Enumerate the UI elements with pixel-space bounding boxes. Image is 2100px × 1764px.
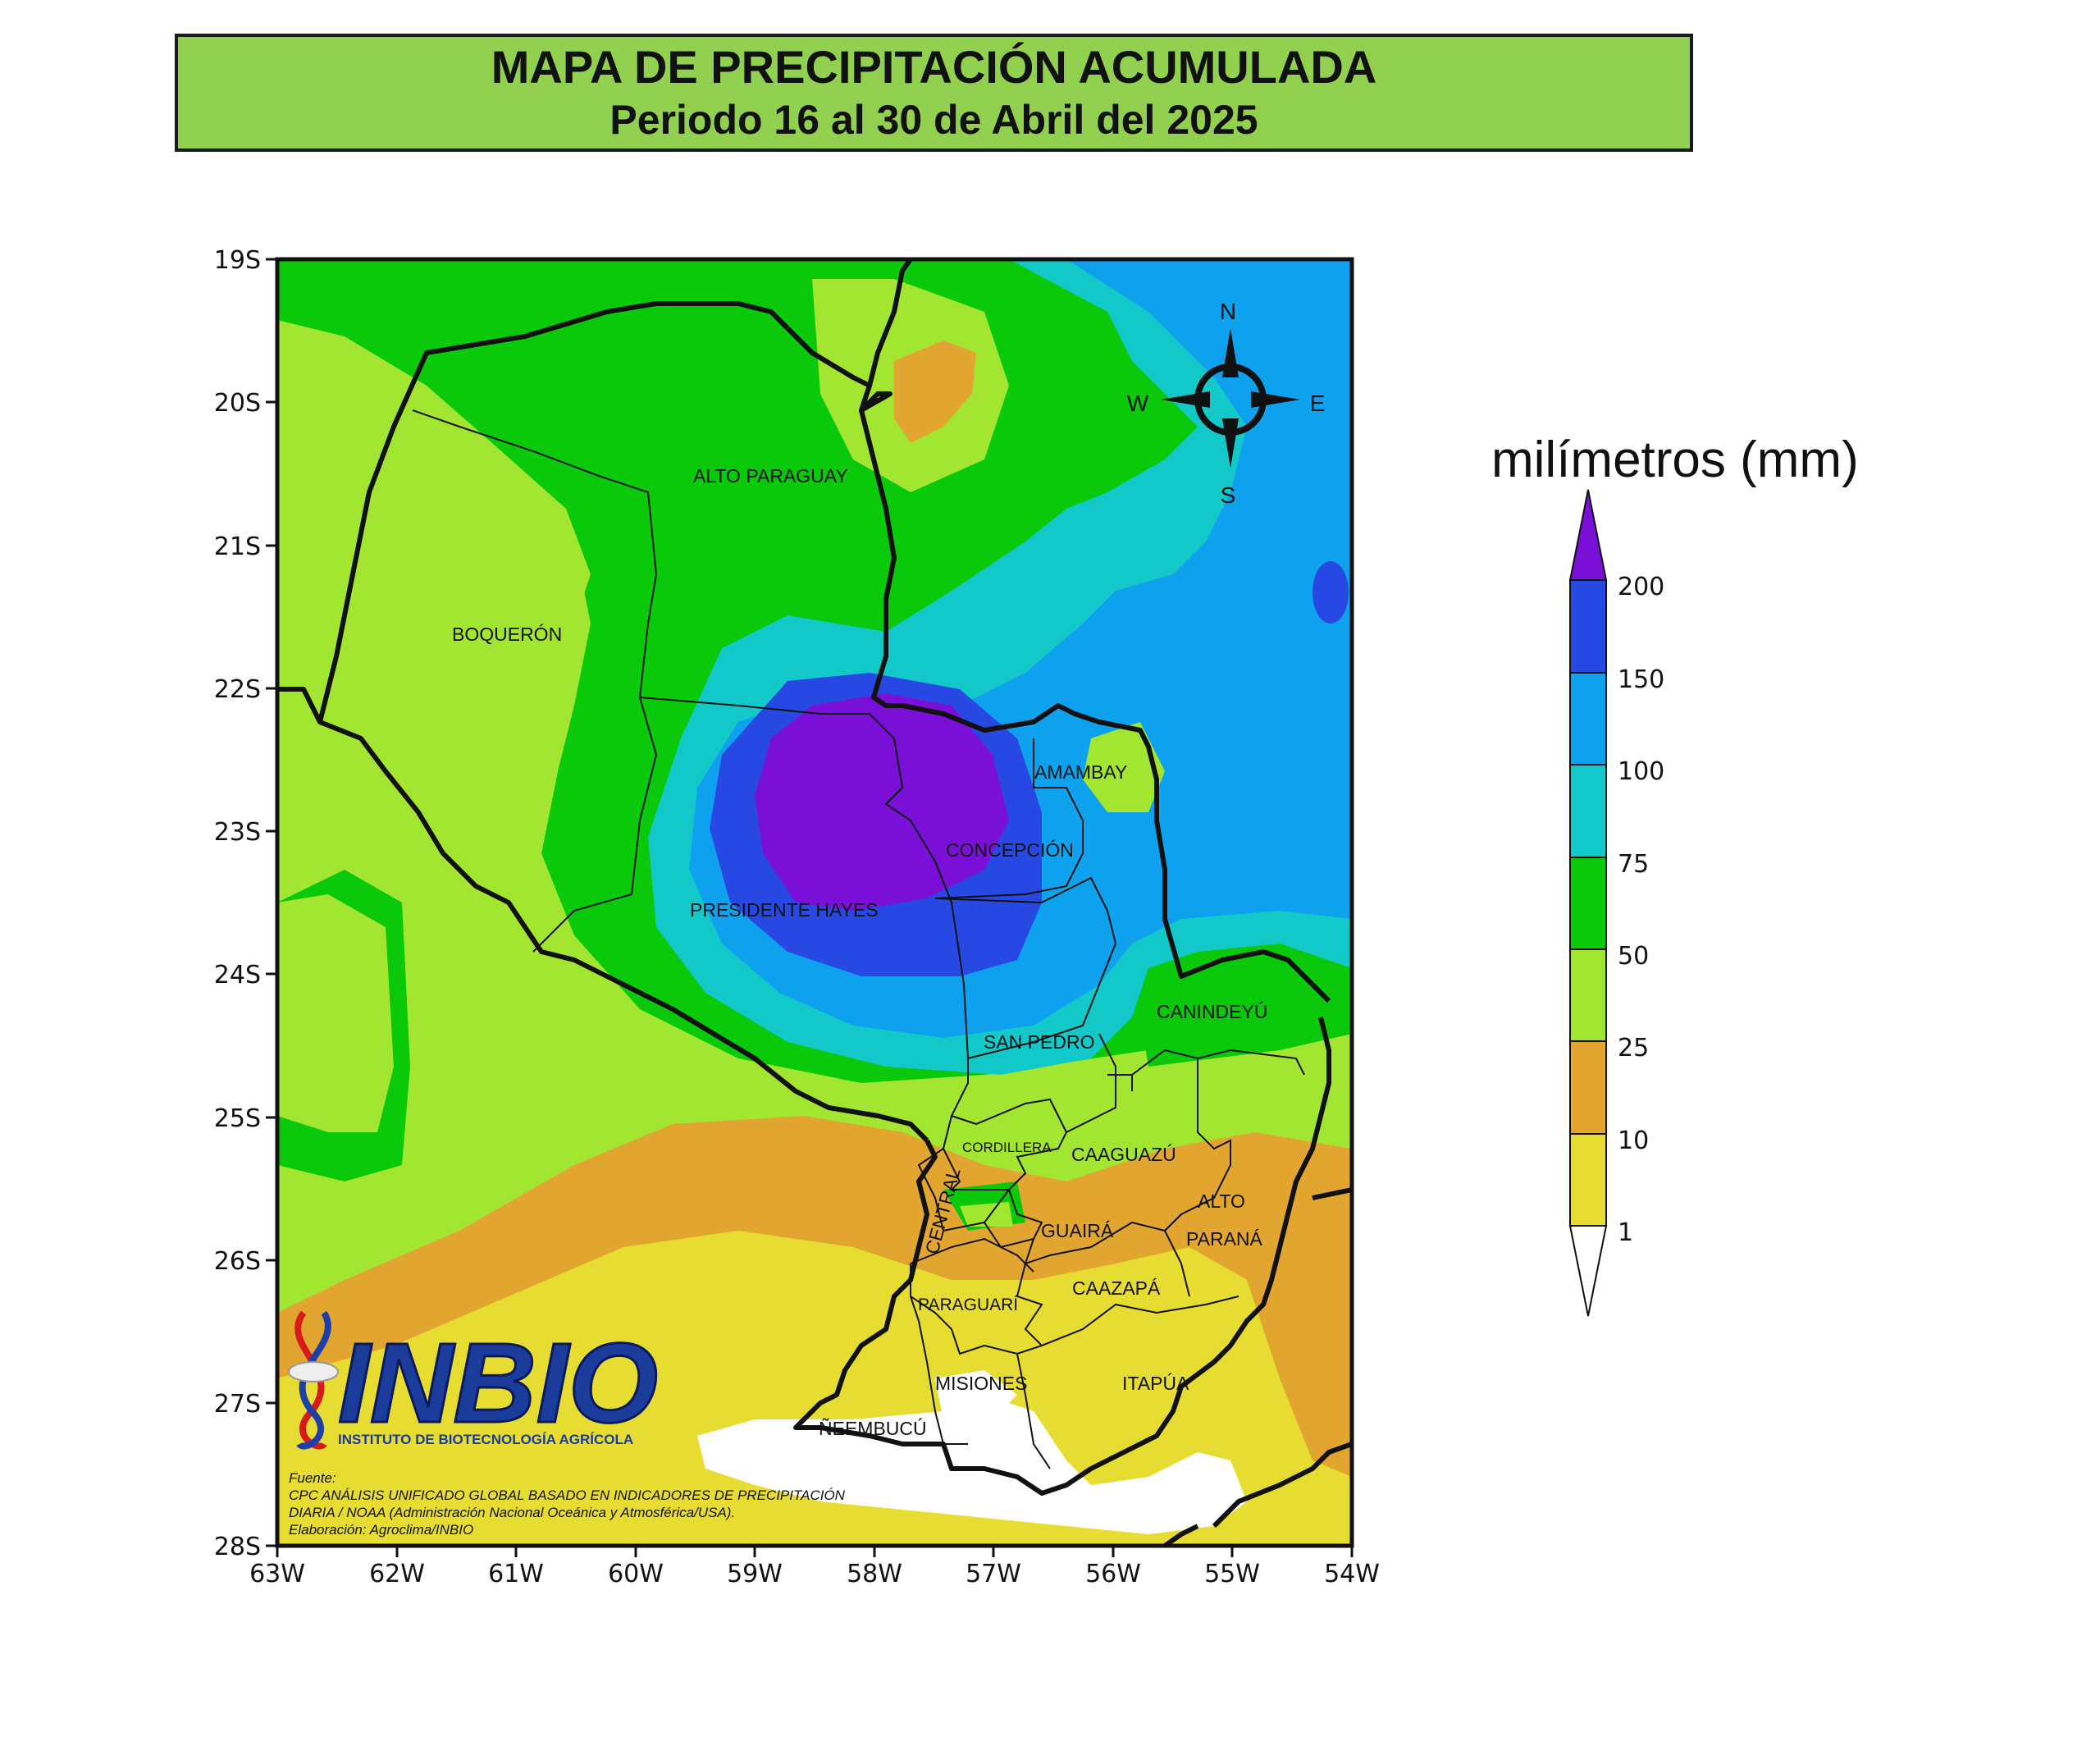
- label-misiones: MISIONES: [935, 1373, 1027, 1394]
- department-boundaries: [412, 409, 1305, 1469]
- source-label: Fuente:: [289, 1470, 336, 1486]
- map-frame: [275, 257, 1354, 1548]
- logo-name: INBIO: [338, 1320, 658, 1446]
- label-amambay: AMAMBAY: [1034, 761, 1127, 783]
- lon-label: 54W: [1324, 1560, 1380, 1588]
- legend-level: 150: [1618, 665, 1664, 694]
- label-guaira: GUAIRÁ: [1041, 1220, 1114, 1241]
- legend-swatch-100: [1569, 672, 1607, 765]
- legend-level: 1: [1618, 1218, 1633, 1247]
- legend-swatch-below1: [1568, 1225, 1608, 1317]
- legend-swatch-1: [1569, 1133, 1607, 1227]
- lat-label: 27S: [214, 1390, 261, 1419]
- lat-label: 28S: [214, 1533, 261, 1561]
- legend-levels: 200 150 100 75 50 25 10 1: [1618, 573, 1664, 1247]
- longitude-labels: 63W 62W 61W 60W 59W 58W 57W 56W 55W 54W: [249, 1560, 1380, 1588]
- lon-label: 59W: [727, 1560, 783, 1588]
- label-paraguari: PARAGUARÍ: [918, 1296, 1018, 1314]
- department-labels: ALTO PARAGUAY BOQUERÓN PRESIDENTE HAYES …: [452, 465, 1267, 1439]
- inbio-logo: INBIO INSTITUTO DE BIOTECNOLOGÍA AGRÍCOL…: [288, 1310, 660, 1450]
- compass-rose: N S E W: [1127, 299, 1326, 508]
- label-itapua: ITAPÚA: [1122, 1373, 1189, 1394]
- axis-ticks: [266, 258, 1354, 1557]
- legend-swatch-over200: [1568, 489, 1608, 581]
- lon-label: 55W: [1204, 1560, 1260, 1588]
- compass-n: N: [1220, 299, 1236, 324]
- label-san-pedro: SAN PEDRO: [984, 1031, 1094, 1053]
- map-period: Periodo 16 al 30 de Abril del 2025: [609, 97, 1258, 143]
- label-alto-parana-2: PARANÁ: [1186, 1228, 1263, 1250]
- lon-label: 61W: [488, 1560, 544, 1588]
- lat-label: 21S: [214, 532, 261, 561]
- compass-w: W: [1127, 391, 1149, 416]
- legend-level: 50: [1618, 942, 1649, 971]
- source-line-1: CPC ANÁLISIS UNIFICADO GLOBAL BASADO EN …: [289, 1488, 845, 1503]
- legend-title: milímetros (mm): [1491, 432, 1859, 488]
- map-title: MAPA DE PRECIPITACIÓN ACUMULADA: [491, 41, 1377, 93]
- precipitation-field: [277, 259, 1352, 1546]
- label-presidente-hayes: PRESIDENTE HAYES: [690, 899, 879, 921]
- label-alto-paraguay: ALTO PARAGUAY: [693, 465, 848, 487]
- lat-label: 23S: [214, 818, 261, 847]
- label-neembucu: ÑEEMBUCÚ: [819, 1418, 927, 1439]
- source-line-2: DIARIA / NOAA (Administración Nacional O…: [289, 1505, 736, 1520]
- lat-label: 19S: [214, 246, 261, 275]
- map-title-box: MAPA DE PRECIPITACIÓN ACUMULADA Periodo …: [175, 34, 1693, 152]
- lon-label: 62W: [369, 1560, 425, 1588]
- lat-label: 25S: [214, 1104, 261, 1133]
- lat-label: 26S: [214, 1247, 261, 1276]
- legend-colorbar: [1568, 489, 1608, 1317]
- lon-label: 56W: [1085, 1560, 1141, 1588]
- lat-label: 24S: [214, 961, 261, 989]
- lon-label: 63W: [249, 1560, 305, 1588]
- logo-subtitle: INSTITUTO DE BIOTECNOLOGÍA AGRÍCOLA: [338, 1432, 633, 1447]
- source-line-3: Elaboración: Agroclima/INBIO: [289, 1522, 474, 1538]
- legend-level: 10: [1618, 1126, 1649, 1155]
- legend-level: 25: [1618, 1034, 1649, 1063]
- compass-e: E: [1310, 391, 1326, 416]
- label-boqueron: BOQUERÓN: [452, 624, 562, 645]
- label-cordillera: CORDILLERA: [962, 1140, 1052, 1155]
- source-note: Fuente: CPC ANÁLISIS UNIFICADO GLOBAL BA…: [289, 1469, 845, 1538]
- label-concepcion: CONCEPCIÓN: [946, 839, 1074, 861]
- label-caaguazu: CAAGUAZÚ: [1071, 1144, 1176, 1165]
- lat-label: 22S: [214, 675, 261, 704]
- legend-swatch-10: [1569, 1040, 1607, 1135]
- lat-label: 20S: [214, 389, 261, 418]
- compass-s: S: [1221, 482, 1236, 508]
- latitude-labels: 19S 20S 21S 22S 23S 24S 25S 26S 27S 28S: [214, 246, 261, 1561]
- legend-level: 75: [1618, 850, 1649, 879]
- lon-label: 58W: [847, 1560, 902, 1588]
- legend-swatch-50: [1569, 857, 1607, 950]
- label-alto-parana-1: ALTO: [1198, 1190, 1245, 1212]
- label-caazapa: CAAZAPÁ: [1072, 1277, 1161, 1299]
- lon-label: 57W: [966, 1560, 1021, 1588]
- lon-label: 60W: [608, 1560, 664, 1588]
- legend-level: 200: [1618, 573, 1664, 601]
- legend-swatch-25: [1569, 948, 1607, 1042]
- legend-swatch-150: [1569, 579, 1607, 674]
- legend-level: 100: [1618, 757, 1664, 786]
- country-boundaries: [277, 259, 1352, 1546]
- legend-swatch-75: [1569, 764, 1607, 858]
- label-canindeyu: CANINDEYÚ: [1157, 1001, 1267, 1022]
